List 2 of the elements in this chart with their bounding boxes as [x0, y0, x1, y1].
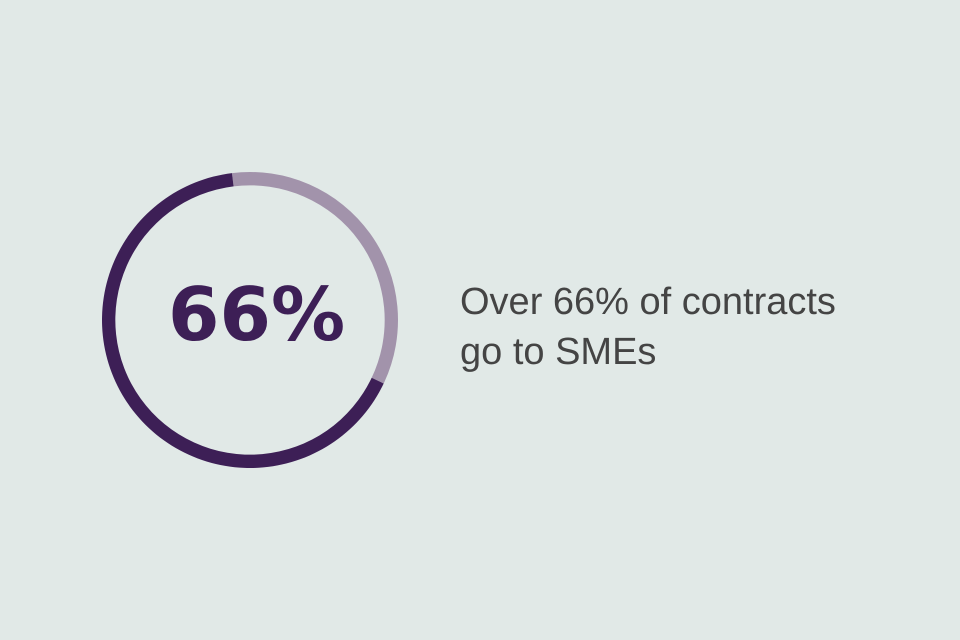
- text: 66%: [168, 272, 346, 358]
- text: Over 66% of contracts go to SMEs: [460, 281, 846, 373]
